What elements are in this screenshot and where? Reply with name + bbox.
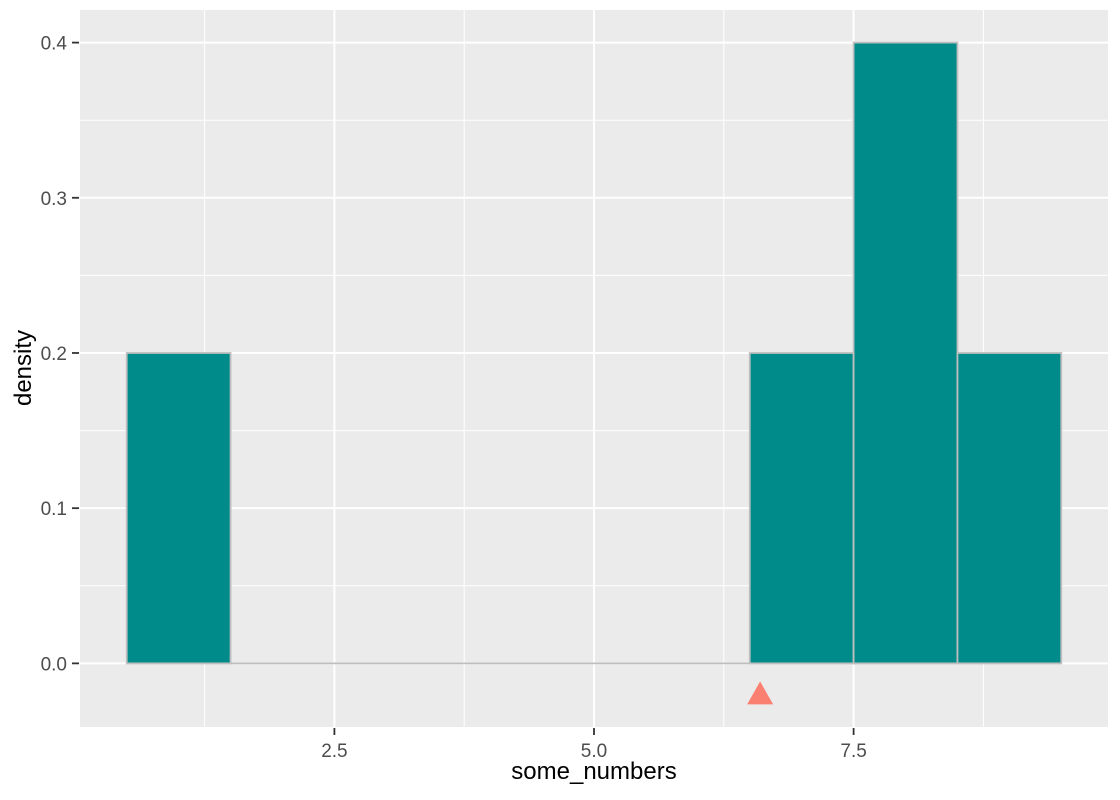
histogram-bar xyxy=(125,352,232,665)
x-axis-title: some_numbers xyxy=(511,758,677,785)
y-tick-label: 0.2 xyxy=(41,344,67,365)
mean-marker-triangle-icon xyxy=(747,681,774,705)
y-tick-label: 0.3 xyxy=(41,189,67,210)
y-axis-title: density xyxy=(10,329,37,407)
x-tick-label: 2.5 xyxy=(321,741,347,762)
y-tick-label: 0.1 xyxy=(41,499,67,520)
histogram-bar xyxy=(852,41,959,665)
histogram-bar xyxy=(748,352,855,665)
y-tick-label: 0.0 xyxy=(41,654,67,675)
y-tick-label: 0.4 xyxy=(41,34,68,55)
x-tick-label: 5.0 xyxy=(581,741,607,762)
histogram-bar xyxy=(956,352,1063,665)
x-tick-label: 7.5 xyxy=(840,741,866,762)
